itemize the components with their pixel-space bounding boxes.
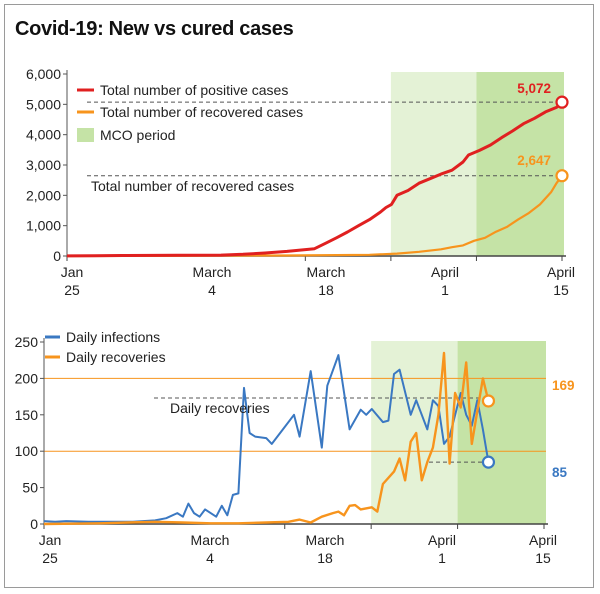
x-tick-label: March <box>307 264 346 280</box>
y-tick-label: 4,000 <box>26 127 61 143</box>
y-tick-label: 6,000 <box>26 66 61 82</box>
mco-band-dark <box>457 341 546 524</box>
top-x-tick-labels: Jan 25 March 4 March 18 April 1 April 15 <box>61 256 575 298</box>
infections-series-line <box>43 354 490 523</box>
x-tick-label: Jan <box>61 264 84 280</box>
legend-label-positive: Total number of positive cases <box>100 82 288 98</box>
y-tick-label: 5,000 <box>26 96 61 112</box>
mco-band-light <box>390 72 477 256</box>
x-tick-label: 25 <box>42 550 58 566</box>
chart-title: Covid-19: New vs cured cases <box>15 18 294 40</box>
x-tick-label: April <box>431 264 459 280</box>
x-tick-label: 15 <box>553 282 569 298</box>
x-tick-label: March <box>193 264 232 280</box>
x-tick-label: Jan <box>39 532 62 548</box>
recovered-end-marker <box>555 169 569 183</box>
x-tick-label: 4 <box>208 282 216 298</box>
recoveries-end-label: 169 <box>552 378 575 393</box>
bottom-gridlines <box>40 338 548 525</box>
infections-end-label: 85 <box>552 465 568 480</box>
legend-label-infections: Daily infections <box>66 329 160 345</box>
x-tick-label: 15 <box>535 550 551 566</box>
x-tick-label: March <box>306 532 345 548</box>
y-tick-label: 50 <box>22 480 38 496</box>
positive-end-label: 5,072 <box>517 81 551 96</box>
positive-series-line <box>66 101 564 258</box>
y-tick-label: 2,000 <box>26 187 61 203</box>
legend-label-recovered: Total number of recovered cases <box>100 104 303 120</box>
recovered-series-line <box>66 175 563 258</box>
recoveries-ref-label: Daily recoveries <box>170 400 270 416</box>
x-tick-label: 18 <box>318 282 334 298</box>
legend-label-recoveries: Daily recoveries <box>66 349 166 365</box>
bottom-y-tick-labels: 0 50 100 150 200 250 <box>15 334 39 532</box>
x-tick-label: March <box>191 532 230 548</box>
bottom-chart: 0 50 100 150 200 250 Jan 25 March 4 March 18 April 1… <box>15 329 575 566</box>
recovered-end-label: 2,647 <box>517 153 551 168</box>
y-tick-label: 0 <box>30 516 38 532</box>
top-chart: 0 1,000 2,000 3,000 4,000 5,000 6,000 Jan 25 Mar… <box>26 66 575 298</box>
bottom-x-tick-labels: Jan 25 March 4 March 18 April 1 April 15 <box>39 524 557 566</box>
recoveries-series-line <box>43 351 490 526</box>
positive-end-marker <box>555 95 569 109</box>
x-tick-label: April <box>529 532 557 548</box>
recoveries-end-marker <box>481 394 496 408</box>
x-tick-label: April <box>428 532 456 548</box>
y-tick-label: 3,000 <box>26 157 61 173</box>
x-tick-label: 4 <box>206 550 214 566</box>
top-y-tick-labels: 0 1,000 2,000 3,000 4,000 5,000 6,000 <box>26 66 61 264</box>
legend-swatch-mco <box>77 128 94 142</box>
x-tick-label: 1 <box>441 282 449 298</box>
legend-label-mco: MCO period <box>100 127 175 143</box>
x-tick-label: April <box>547 264 575 280</box>
y-tick-label: 250 <box>15 334 39 350</box>
y-tick-label: 100 <box>15 443 39 459</box>
x-tick-label: 1 <box>438 550 446 566</box>
y-tick-label: 150 <box>15 407 39 423</box>
x-tick-label: 18 <box>317 550 333 566</box>
mco-band-dark <box>476 72 564 256</box>
y-tick-label: 0 <box>53 248 61 264</box>
infections-end-marker <box>481 455 496 469</box>
x-tick-label: 25 <box>64 282 80 298</box>
y-tick-label: 1,000 <box>26 218 61 234</box>
y-tick-label: 200 <box>15 370 39 386</box>
recovered-ref-label: Total number of recovered cases <box>91 178 294 194</box>
